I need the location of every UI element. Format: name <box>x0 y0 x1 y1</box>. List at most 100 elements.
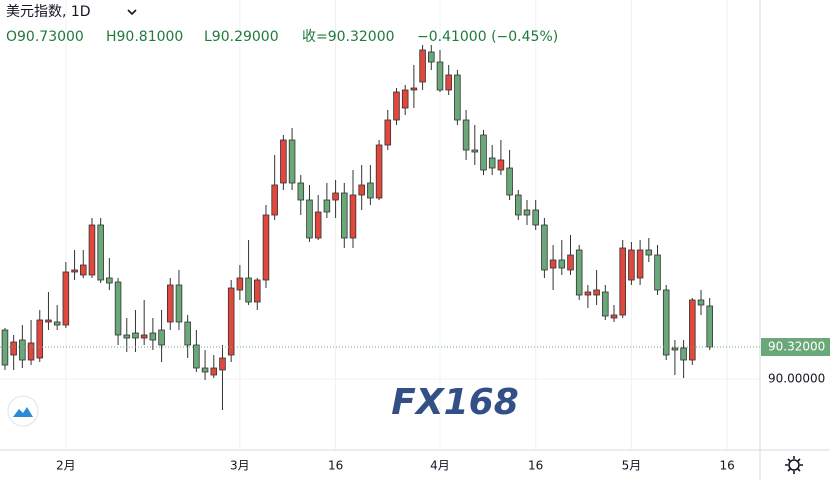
settings-icon[interactable] <box>785 456 803 474</box>
chart-title: 美元指数, 1D <box>6 4 91 20</box>
x-tick-label: 4月 <box>430 459 450 473</box>
candle-body <box>515 194 522 216</box>
candle-body <box>610 314 618 319</box>
candle-body <box>401 89 409 109</box>
candle-body <box>245 277 252 303</box>
candle-body <box>662 289 670 356</box>
candle-body <box>471 149 479 153</box>
candle-body <box>384 119 392 146</box>
candle-body <box>445 74 452 91</box>
candle-body <box>97 224 104 281</box>
candle-body <box>271 184 278 216</box>
candle-body <box>175 284 183 323</box>
candle-body <box>541 224 548 271</box>
candle-body <box>428 51 435 63</box>
candle-body <box>436 61 444 91</box>
candle-body <box>645 249 653 256</box>
candle-body <box>88 224 96 276</box>
candle-body <box>480 134 487 171</box>
candle-body <box>532 209 539 226</box>
x-tick-label: 3月 <box>230 459 250 473</box>
candle-body <box>158 329 165 346</box>
candle-body <box>184 321 191 346</box>
candle-body <box>140 334 148 339</box>
candle-body <box>671 347 679 351</box>
dropdown-chevron[interactable] <box>127 9 137 16</box>
candle-body <box>79 264 87 276</box>
candle-body <box>62 271 70 326</box>
candle-body <box>497 159 505 171</box>
candle-body <box>349 194 357 239</box>
candle-body <box>106 277 113 284</box>
plot <box>0 0 760 450</box>
candle-body <box>410 87 418 91</box>
ohlc-value: H90.81000 <box>106 29 183 45</box>
ohlc-value: −0.41000 (−0.45%) <box>417 29 558 45</box>
candle-body <box>706 305 713 348</box>
candle-body <box>36 319 44 359</box>
x-tick-label: 16 <box>528 459 543 473</box>
candle-body <box>167 284 174 323</box>
candle-body <box>53 321 61 326</box>
candle-body <box>488 157 496 169</box>
last-price-box <box>761 338 830 356</box>
candle-body <box>19 339 26 361</box>
candle-body <box>314 211 322 239</box>
candle-body <box>193 344 200 369</box>
candle-body <box>332 192 339 201</box>
logo-icon <box>13 407 33 417</box>
candle-body <box>254 279 261 303</box>
candle-body <box>636 249 644 279</box>
y-tick-label: 90.00000 <box>768 372 825 386</box>
candle-body <box>10 341 17 356</box>
candle-body <box>132 332 139 339</box>
ohlc-header: O90.73000 H90.81000 L90.29000 收=90.32000 −0.… <box>6 29 558 45</box>
ohlc-value: O90.73000 <box>6 29 84 45</box>
candle-body <box>654 254 661 291</box>
candle-body <box>236 277 244 291</box>
candle-body <box>523 209 531 216</box>
candle-body <box>1 329 9 366</box>
x-tick-label: 16 <box>328 459 343 473</box>
ohlc-value: L90.29000 <box>204 29 279 45</box>
candle-body <box>689 299 696 361</box>
candle-body <box>558 259 566 269</box>
candle-body <box>697 299 705 306</box>
candle-body <box>575 249 583 296</box>
candle-body <box>280 139 287 184</box>
candle-body <box>323 199 331 213</box>
candle-body <box>584 291 592 296</box>
candle-body <box>262 214 270 281</box>
candle-body <box>71 269 78 273</box>
candle-body <box>462 119 470 151</box>
candle-body <box>454 74 461 121</box>
candle-body <box>27 342 35 361</box>
candle-body <box>210 367 218 376</box>
candle-body <box>680 347 687 361</box>
candle-body <box>628 249 635 281</box>
x-tick-label: 5月 <box>622 459 642 473</box>
candle-body <box>358 184 365 196</box>
candle-body <box>619 247 626 316</box>
candle-body <box>306 199 313 239</box>
candle-body <box>297 182 305 201</box>
x-tick-label: 2月 <box>56 459 76 473</box>
candle-body <box>393 91 400 121</box>
candle-body <box>123 334 131 339</box>
ohlc-value: 收=90.32000 <box>302 29 395 45</box>
candle-body <box>219 357 226 371</box>
candle-body <box>201 367 209 373</box>
candle-body <box>45 319 52 323</box>
candle-body <box>593 289 600 296</box>
last-price-label: 90.32000 <box>768 340 825 354</box>
logo-badge[interactable] <box>7 395 39 427</box>
candle-body <box>367 182 374 199</box>
candle-body <box>375 144 383 199</box>
candle-body <box>506 167 513 196</box>
candle-body <box>567 254 574 271</box>
candle-body <box>114 281 122 336</box>
candle-body <box>149 332 157 341</box>
candle-body <box>341 192 348 239</box>
